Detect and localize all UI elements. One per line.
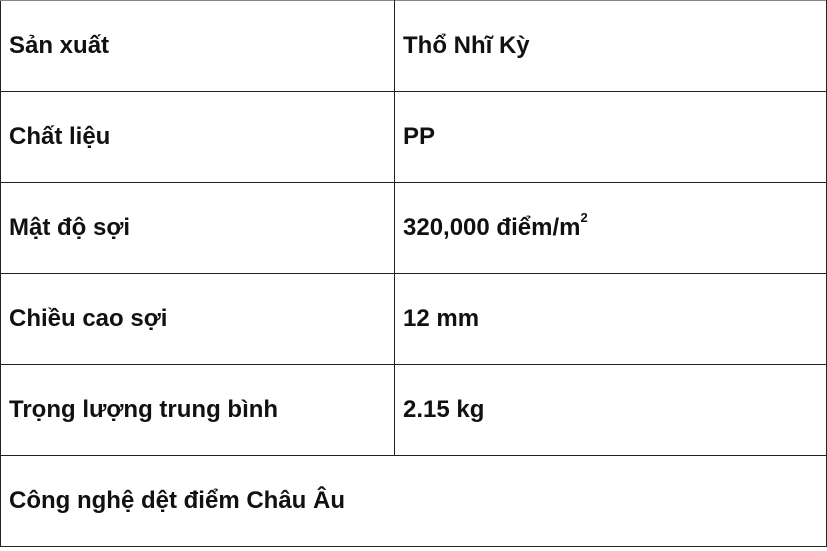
table-row-footer: Công nghệ dệt điểm Châu Âu [0, 455, 827, 547]
row-label: Trọng lượng trung bình [0, 364, 395, 456]
row-label: Sản xuất [0, 0, 395, 92]
table-row: Chiều cao sợi 12 mm [0, 273, 827, 365]
table-row: Mật độ sợi 320,000 điểm/m2 [0, 182, 827, 274]
row-label: Chiều cao sợi [0, 273, 395, 365]
density-value: 320,000 điểm/m [403, 214, 581, 241]
row-value: PP [394, 91, 827, 183]
unit-superscript: 2 [580, 210, 588, 225]
row-value: Thổ Nhĩ Kỳ [394, 0, 827, 92]
row-value: 320,000 điểm/m2 [394, 182, 827, 274]
row-value: 2.15 kg [394, 364, 827, 456]
table-row: Trọng lượng trung bình 2.15 kg [0, 364, 827, 456]
row-label: Chất liệu [0, 91, 395, 183]
row-label: Mật độ sợi [0, 182, 395, 274]
row-value: 12 mm [394, 273, 827, 365]
footer-cell: Công nghệ dệt điểm Châu Âu [0, 455, 827, 547]
table-row: Chất liệu PP [0, 91, 827, 183]
table-row: Sản xuất Thổ Nhĩ Kỳ [0, 0, 827, 92]
